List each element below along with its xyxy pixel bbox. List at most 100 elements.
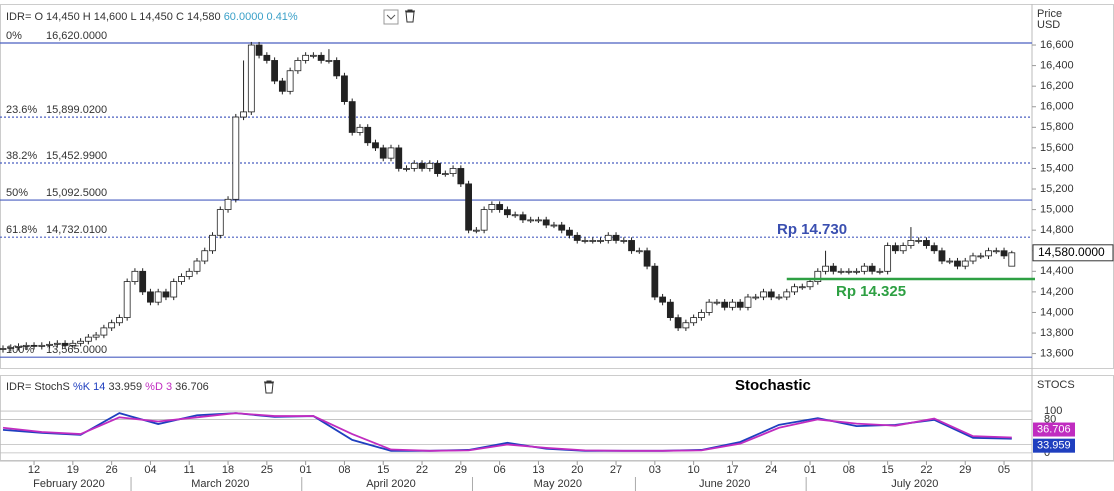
candle-body (651, 265, 659, 298)
y-tick-label: 15,200 (1040, 183, 1074, 195)
candle-body (744, 296, 752, 308)
candle-body (612, 234, 620, 241)
fib-ratio: 0% (6, 30, 22, 42)
y-tick-label: 13,600 (1040, 348, 1074, 360)
y-tick-label: 14,800 (1040, 224, 1074, 236)
candle-body (449, 168, 457, 174)
candle-body (775, 296, 783, 299)
x-tick-label: 20 (571, 464, 583, 476)
annotation: Rp 14.730 (777, 221, 847, 238)
dropdown-icon (386, 14, 396, 20)
fib-ratio: 50% (6, 187, 28, 199)
candle-body (178, 276, 185, 283)
trash-icon[interactable] (264, 380, 274, 394)
candle-body (519, 214, 527, 221)
candle-body (147, 291, 154, 303)
fib-price: 15,092.5000 (46, 187, 107, 199)
y-tick-label: 16,400 (1040, 60, 1074, 72)
candle-body (876, 270, 884, 273)
y-tick-label: 16,200 (1040, 80, 1074, 92)
candle-body (131, 270, 139, 283)
candle-body (372, 142, 379, 149)
dropdown-button[interactable] (383, 9, 399, 25)
candle-body (465, 183, 473, 231)
candle-body (791, 286, 798, 293)
x-tick-label: 15 (377, 464, 389, 476)
candle-body (961, 260, 969, 267)
candle-body (946, 260, 954, 263)
x-tick-label: 06 (494, 464, 506, 476)
price-header: IDR= O 14,450 H 14,600 L 14,450 C 14,580… (6, 11, 298, 23)
month-label: May 2020 (534, 478, 582, 490)
x-tick-label: 01 (300, 464, 312, 476)
fib-ratio: 100% (6, 344, 34, 356)
stoch-title: Stochastic (735, 377, 811, 394)
y-tick-label: 15,600 (1040, 142, 1074, 154)
candle-body (0, 348, 7, 350)
candle-body (154, 291, 162, 303)
candle-body (860, 265, 868, 272)
candle-body (721, 301, 729, 308)
candle-body (108, 322, 116, 329)
month-label: March 2020 (191, 478, 249, 490)
d-value: 36.706 (175, 381, 209, 393)
last-price-label: 14,580.0000 (1038, 245, 1105, 259)
month-label: April 2020 (366, 478, 416, 490)
annotation: Rp 14.325 (836, 283, 906, 300)
change-pct: 0.41% (267, 11, 298, 23)
candle-body (15, 345, 22, 348)
candle-body (566, 229, 573, 236)
x-tick-label: 25 (261, 464, 273, 476)
candle-body (263, 54, 271, 61)
fib-ratio: 23.6% (6, 104, 37, 116)
y-tick-label: 14,000 (1040, 306, 1074, 318)
candle-body (271, 60, 279, 82)
stoch-header: IDR= StochS %K 14 33.959 %D 3 36.706 (6, 381, 209, 393)
candle-body (783, 291, 791, 298)
candle-body (348, 101, 356, 133)
candle-body (30, 344, 38, 347)
candle-body (162, 291, 170, 298)
y-tick-label: 13,800 (1040, 327, 1074, 339)
candle-body (123, 281, 131, 319)
candle-body (356, 126, 364, 133)
candle-body (907, 240, 915, 246)
candle-body (488, 204, 496, 210)
candle-body (527, 219, 535, 222)
y-tick-label: 14,400 (1040, 265, 1074, 277)
candle-body (620, 240, 628, 242)
candle-body (1008, 252, 1016, 267)
value-label: 36.706 (1037, 423, 1071, 435)
x-tick-label: 19 (67, 464, 79, 476)
candle-body (581, 240, 589, 242)
candle-body (341, 75, 348, 102)
candle-body (659, 296, 666, 303)
fib-price: 15,899.0200 (46, 104, 107, 116)
x-tick-label: 17 (726, 464, 738, 476)
fib-price: 15,452.9900 (46, 150, 107, 162)
x-tick-label: 12 (28, 464, 40, 476)
month-label: February 2020 (33, 478, 105, 490)
candle-body (829, 265, 837, 272)
y-tick-label: 100 (1044, 405, 1062, 417)
x-tick-label: 05 (998, 464, 1010, 476)
fib-ratio: 38.2% (6, 150, 37, 162)
candle-body (240, 111, 247, 118)
trash-icon[interactable] (405, 9, 415, 23)
candle-body (247, 44, 255, 113)
candle-body (713, 301, 721, 304)
y-tick-label: 0 (1044, 447, 1050, 459)
candle-body (760, 291, 767, 298)
candle-body (666, 301, 674, 318)
candle-body (752, 296, 760, 299)
candle-body (674, 317, 682, 329)
candle-body (286, 70, 294, 92)
candle-body (472, 229, 480, 232)
axis-label: Price (1037, 8, 1062, 20)
candle-body (985, 250, 992, 257)
candle-body (457, 168, 465, 185)
candle-body (736, 301, 744, 308)
candle-body (278, 80, 286, 92)
candle-body (899, 245, 907, 252)
